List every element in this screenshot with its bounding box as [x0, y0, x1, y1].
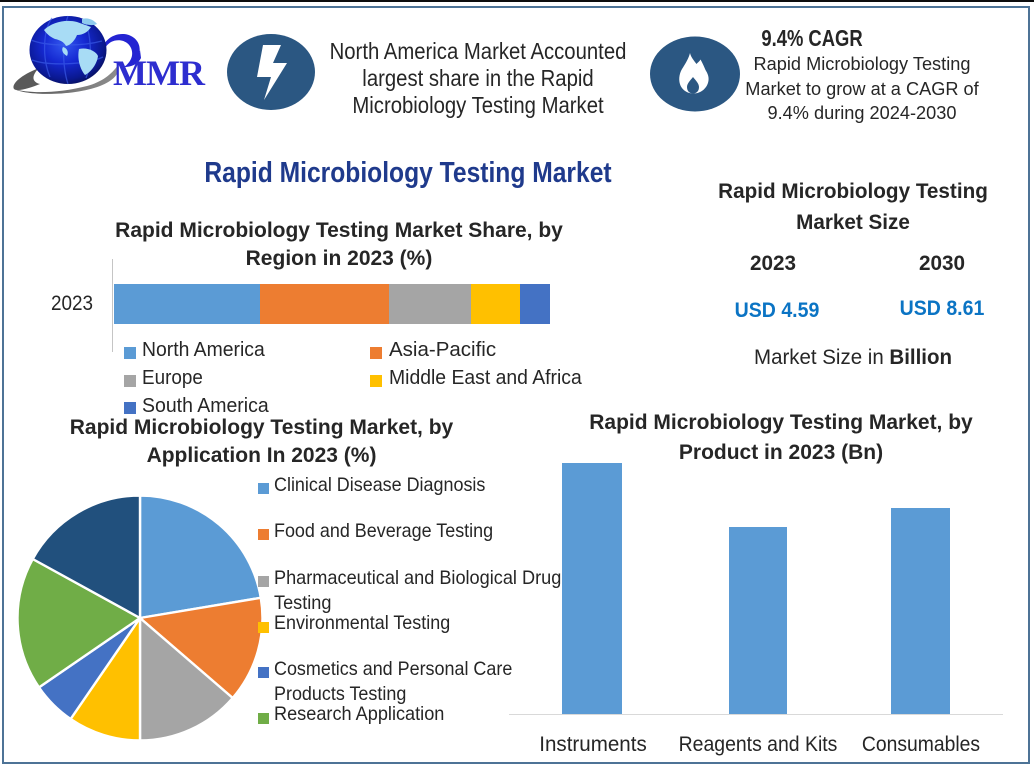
- svg-text:MMR: MMR: [113, 53, 206, 93]
